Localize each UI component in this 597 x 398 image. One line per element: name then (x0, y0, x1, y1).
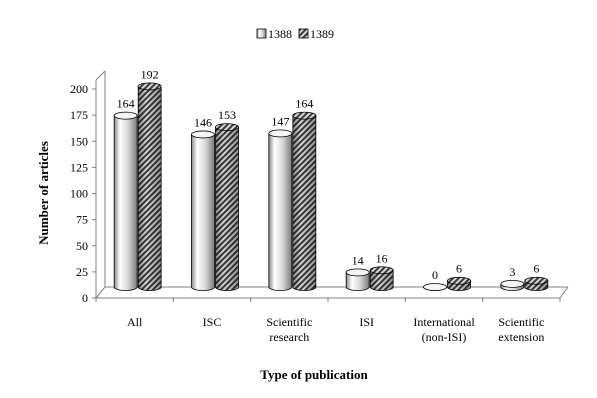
back-wall-line (95, 70, 106, 81)
bar-1389 (292, 111, 317, 291)
data-label-1388: 164 (117, 97, 135, 111)
data-label-1389: 6 (456, 262, 462, 276)
data-label-1388: 14 (352, 253, 364, 267)
bar-1389 (137, 82, 162, 291)
y-tick-label: 100 (70, 187, 88, 201)
data-label-1388: 146 (194, 115, 212, 129)
category-label: All (127, 315, 143, 329)
category-label: Scientific (498, 315, 544, 329)
x-axis-ticks (95, 298, 561, 302)
legend-swatch-1388 (256, 28, 267, 39)
floor-left-edge (95, 286, 106, 299)
y-tick-label: 200 (70, 82, 88, 96)
data-label-1389: 192 (141, 67, 159, 81)
y-tick-label: 50 (76, 239, 88, 253)
y-tick-label: 125 (70, 160, 88, 174)
category-label: Scientific (266, 315, 312, 329)
bar-1388 (268, 129, 293, 291)
category-label: research (269, 330, 309, 344)
bar-1389 (215, 123, 239, 291)
axes (95, 70, 569, 299)
category-label: extension (498, 330, 544, 344)
category-label: ISI (359, 315, 374, 329)
y-tick-label: 75 (76, 213, 88, 227)
bar-1389 (369, 266, 394, 291)
floor-right-edge (559, 286, 569, 299)
category-label: ISC (203, 315, 222, 329)
x-axis-title: Type of publication (260, 367, 368, 382)
data-label-1388: 147 (271, 114, 289, 128)
y-axis-ticks: 0 25 50 75 100 125 150 175 200 (70, 82, 96, 305)
category-label: International (413, 315, 475, 329)
bar-1389 (447, 276, 471, 291)
data-label-1389: 16 (376, 251, 388, 265)
data-label-1389: 153 (218, 108, 236, 122)
legend-swatch-1389 (298, 28, 309, 39)
bar-1389 (524, 276, 549, 291)
bar-1388 (113, 111, 138, 291)
data-label-1388: 0 (432, 268, 438, 282)
bars (113, 82, 549, 291)
bar-1388 (191, 130, 215, 291)
bar-1388 (500, 279, 525, 291)
legend: 1388 1389 (256, 27, 334, 41)
y-tick-label: 150 (70, 134, 88, 148)
legend-label-1388: 1388 (268, 27, 292, 41)
data-label-1389: 164 (295, 97, 313, 111)
data-label-1388: 3 (509, 265, 515, 279)
y-tick-label: 0 (82, 291, 88, 305)
bar-1388 (345, 268, 370, 291)
category-label: (non-ISI) (422, 330, 467, 344)
data-labels: 164 146 147 14 0 3 192 153 164 16 6 6 (117, 67, 540, 282)
y-tick-label: 175 (70, 108, 88, 122)
legend-label-1389: 1389 (310, 27, 334, 41)
y-tick-label: 25 (76, 265, 88, 279)
y-axis-title: Number of articles (36, 141, 51, 245)
bar-1388 (423, 283, 447, 291)
data-label-1389: 6 (533, 262, 539, 276)
